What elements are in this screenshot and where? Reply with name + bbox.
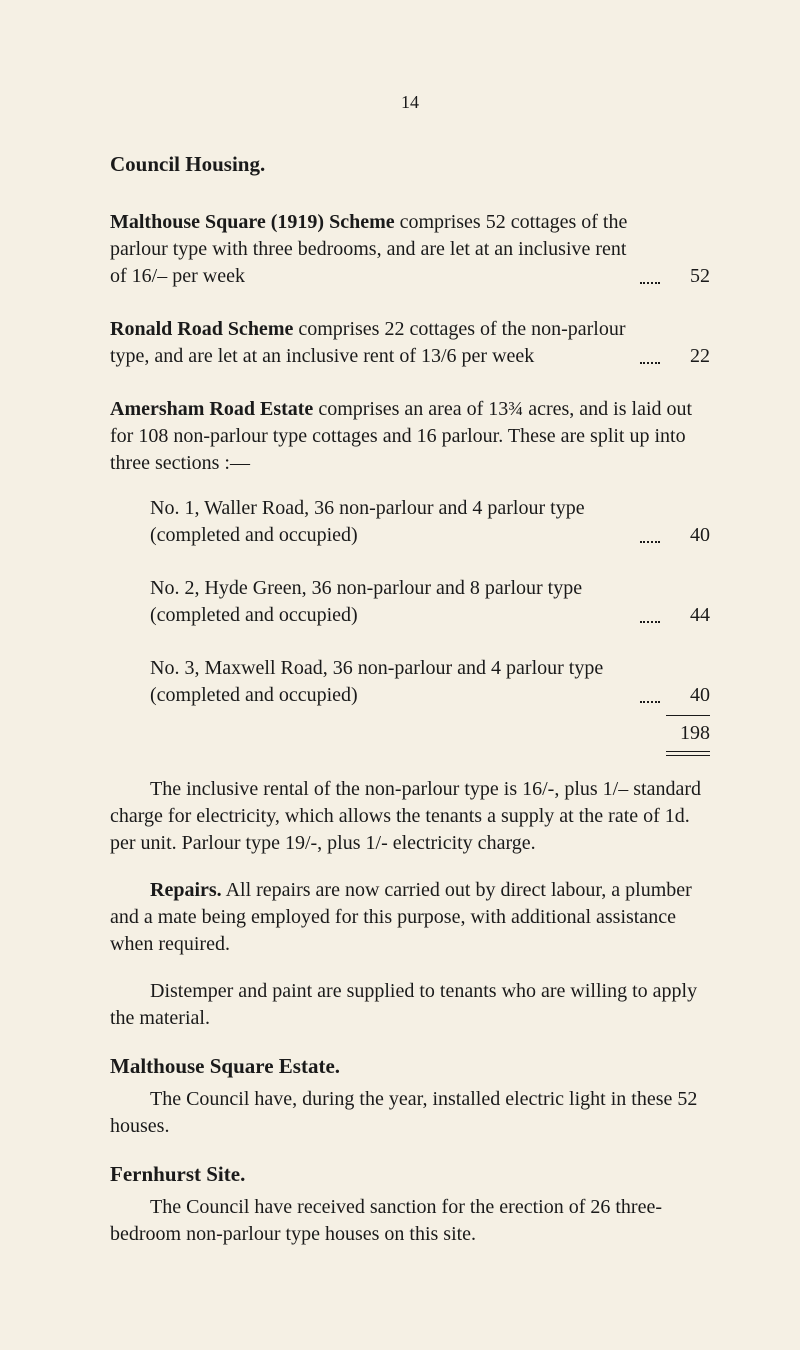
entry-hyde: No. 2, Hyde Green, 36 non-parlour and 8 …: [110, 575, 710, 629]
dot-leaders: [640, 361, 660, 364]
section-heading: Council Housing.: [110, 150, 710, 178]
entry-title: Malthouse Square (1919) Scheme: [110, 211, 395, 233]
document-page: 14 Council Housing. Malthouse Square (19…: [0, 0, 800, 1314]
entry-value: 22: [666, 343, 710, 370]
total-row: 198: [110, 711, 710, 756]
para-repairs: Repairs. All repairs are now carried out…: [110, 877, 710, 958]
fernhurst-heading: Fernhurst Site.: [110, 1160, 710, 1188]
para-rental: The inclusive rental of the non-parlour …: [110, 776, 710, 857]
dot-leaders: [640, 700, 660, 703]
dot-leaders: [640, 620, 660, 623]
entry-waller: No. 1, Waller Road, 36 non-parlour and 4…: [110, 495, 710, 549]
entry-title: Amersham Road Estate: [110, 398, 313, 420]
entry-maxwell: No. 3, Maxwell Road, 36 non-parlour and …: [110, 655, 710, 709]
entry-value: 44: [666, 602, 710, 629]
entry-title: Ronald Road Scheme: [110, 318, 293, 340]
entry-malthouse: Malthouse Square (1919) Scheme comprises…: [110, 209, 710, 290]
fernhurst-body: The Council have received sanction for t…: [110, 1194, 710, 1248]
malthouse-estate-body: The Council have, during the year, insta…: [110, 1086, 710, 1140]
rule: [666, 715, 710, 716]
para-distemper: Distemper and paint are supplied to tena…: [110, 978, 710, 1032]
total-value: 198: [666, 720, 710, 747]
repairs-title: Repairs.: [150, 879, 222, 901]
entry-text: No. 2, Hyde Green, 36 non-parlour and 8 …: [110, 575, 634, 629]
entry-ronald: Ronald Road Scheme comprises 22 cottages…: [110, 316, 710, 370]
dot-leaders: [640, 281, 660, 284]
entry-text: Ronald Road Scheme comprises 22 cottages…: [110, 316, 634, 370]
entry-value: 40: [666, 682, 710, 709]
page-number: 14: [110, 90, 710, 114]
dot-leaders: [640, 540, 660, 543]
entry-text: Malthouse Square (1919) Scheme comprises…: [110, 209, 634, 290]
entry-value: 52: [666, 263, 710, 290]
double-rule: [666, 751, 710, 756]
malthouse-estate-heading: Malthouse Square Estate.: [110, 1052, 710, 1080]
entry-text: No. 1, Waller Road, 36 non-parlour and 4…: [110, 495, 634, 549]
entry-amersham: Amersham Road Estate comprises an area o…: [110, 396, 710, 477]
entry-value: 40: [666, 522, 710, 549]
entry-text: No. 3, Maxwell Road, 36 non-parlour and …: [110, 655, 634, 709]
